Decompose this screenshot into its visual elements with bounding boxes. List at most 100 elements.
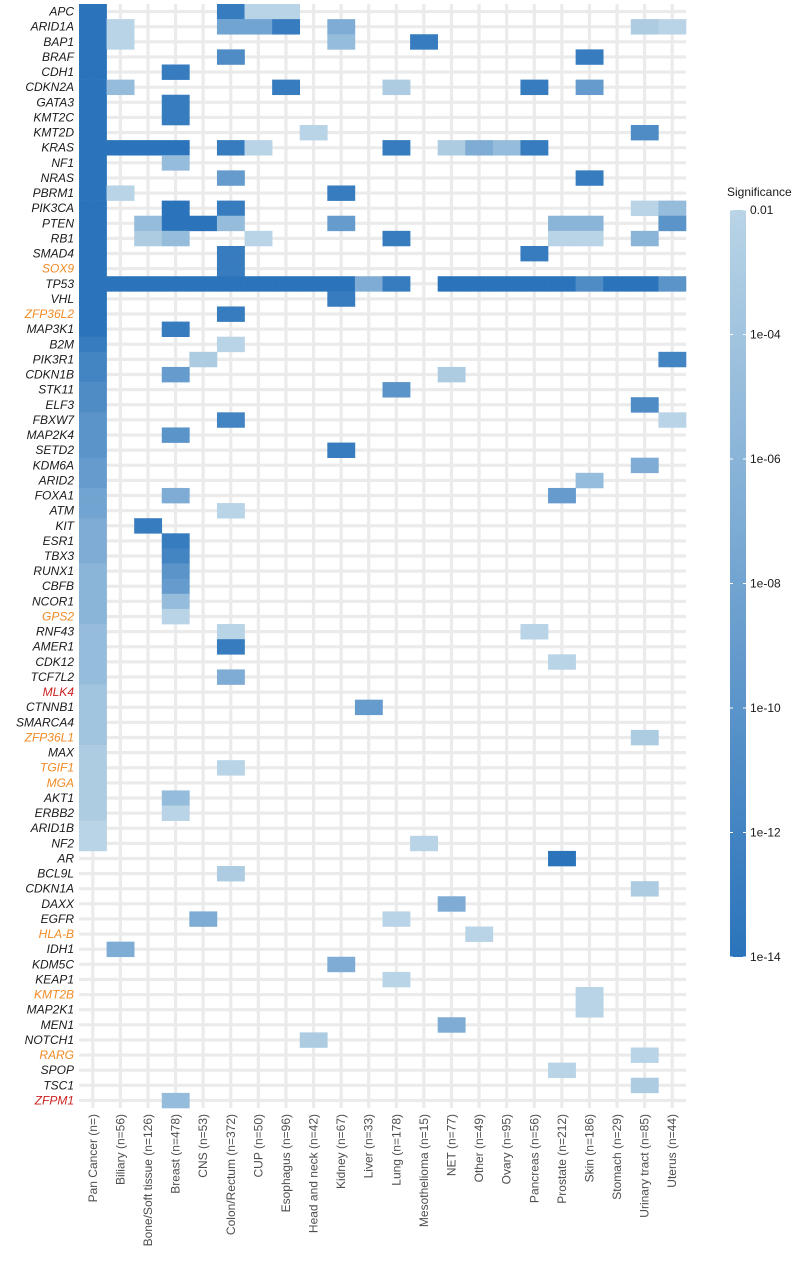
heatmap-cell: [658, 200, 687, 217]
heatmap-cell: [134, 518, 163, 534]
heatmap-cell: [79, 624, 107, 640]
heatmap-cell: [79, 593, 107, 610]
heatmap-cell: [244, 4, 273, 20]
heatmap-cell: [79, 639, 107, 655]
heatmap-cells: [79, 4, 687, 1109]
heatmap-cell: [161, 790, 190, 806]
row-label: ERBB2: [35, 806, 75, 820]
column-label: Urinary tract (n=85): [638, 1114, 652, 1218]
heatmap-cell: [134, 215, 163, 232]
heatmap-cell: [437, 366, 466, 383]
heatmap-cell: [630, 729, 659, 746]
heatmap-cell: [79, 412, 107, 428]
heatmap-cell: [272, 79, 301, 96]
heatmap-cell: [161, 321, 190, 338]
heatmap-cell: [216, 503, 245, 519]
heatmap-cell: [79, 518, 107, 534]
heatmap-cell: [658, 412, 687, 428]
heatmap-cell: [189, 911, 218, 927]
row-label: VHL: [51, 292, 74, 306]
row-label: IDH1: [47, 942, 74, 956]
heatmap-cell: [575, 1002, 604, 1018]
legend-tick-label: 1e-10: [750, 701, 781, 715]
heatmap-cell: [79, 503, 107, 519]
row-label: KRAS: [41, 141, 74, 155]
heatmap-cell: [79, 699, 107, 716]
heatmap-cell: [437, 140, 466, 156]
row-label: B2M: [49, 337, 74, 351]
legend: Significance 0.01 1e-04 1e-06 1e-08 1e-10 1e-…: [727, 185, 792, 964]
heatmap-cell: [216, 276, 245, 292]
column-label: Other (n=49): [472, 1114, 486, 1182]
heatmap-cell: [437, 276, 466, 292]
row-label: KMT2B: [34, 988, 74, 1002]
heatmap-cell: [216, 639, 245, 655]
heatmap-cell: [79, 729, 107, 746]
heatmap-cell: [79, 185, 107, 201]
row-label: TP53: [45, 277, 74, 291]
heatmap-cell: [79, 19, 107, 35]
heatmap-cell: [161, 109, 190, 126]
heatmap-cell: [327, 442, 356, 458]
heatmap-cell: [79, 835, 107, 852]
row-label: TBX3: [44, 549, 74, 563]
heatmap-cell: [216, 760, 245, 776]
heatmap-cell: [161, 140, 190, 156]
heatmap-cell: [161, 276, 190, 292]
column-label: Uterus (n=44): [665, 1114, 679, 1188]
row-label: AR: [56, 851, 74, 865]
heatmap-cell: [548, 654, 576, 670]
heatmap-cell: [79, 820, 107, 837]
heatmap-cell: [630, 881, 659, 897]
legend-tick-label: 0.01: [750, 203, 774, 217]
heatmap-cell: [134, 276, 163, 292]
heatmap-cell: [548, 1062, 576, 1079]
heatmap-cell: [79, 49, 107, 65]
heatmap-cell: [79, 472, 107, 489]
row-label: SMARCA4: [16, 715, 74, 729]
heatmap-cell: [79, 261, 107, 277]
heatmap-cell: [327, 215, 356, 232]
heatmap-cell: [658, 276, 687, 292]
row-label: GPS2: [42, 609, 74, 623]
row-label: CDK12: [35, 655, 74, 669]
heatmap-cell: [327, 276, 356, 292]
row-label: MAP3K1: [27, 322, 74, 336]
column-label: Liver (n=33): [362, 1114, 376, 1178]
heatmap-cell: [382, 382, 411, 398]
heatmap-cell: [79, 79, 107, 96]
heatmap-cell: [79, 215, 107, 232]
row-label: GATA3: [36, 95, 74, 109]
heatmap-cell: [106, 941, 135, 958]
heatmap-cell: [106, 79, 135, 96]
heatmap-cell: [216, 200, 245, 217]
column-label: Skin (n=186): [582, 1114, 596, 1182]
heatmap-cell: [465, 276, 494, 292]
legend-tick-label: 1e-12: [750, 826, 781, 840]
heatmap-cell: [327, 185, 356, 201]
column-label: CUP (n=50): [251, 1114, 265, 1177]
heatmap-cell: [161, 427, 190, 443]
row-label: MAP2K4: [27, 428, 75, 442]
row-label: TSC1: [43, 1078, 74, 1092]
row-label: APC: [48, 5, 74, 19]
heatmap-cell: [630, 19, 659, 35]
heatmap-cell: [79, 124, 107, 141]
heatmap-cell: [161, 230, 190, 247]
heatmap-cell: [161, 548, 190, 564]
heatmap-cell: [244, 19, 273, 35]
heatmap-cell: [216, 245, 245, 262]
heatmap-cell: [79, 200, 107, 217]
row-label: ESR1: [43, 534, 74, 548]
row-label: CBFB: [42, 579, 74, 593]
heatmap-cell: [79, 276, 107, 292]
row-label: PBRM1: [33, 186, 74, 200]
heatmap-cell: [79, 714, 107, 731]
heatmap-cell: [244, 276, 273, 292]
row-label: FOXA1: [35, 489, 74, 503]
heatmap-cell: [548, 850, 576, 867]
column-label: Bone/Soft tissue (n=126): [141, 1114, 155, 1246]
row-label: ZFP36L2: [24, 307, 75, 321]
heatmap-cell: [161, 593, 190, 610]
heatmap-cell: [575, 49, 604, 65]
